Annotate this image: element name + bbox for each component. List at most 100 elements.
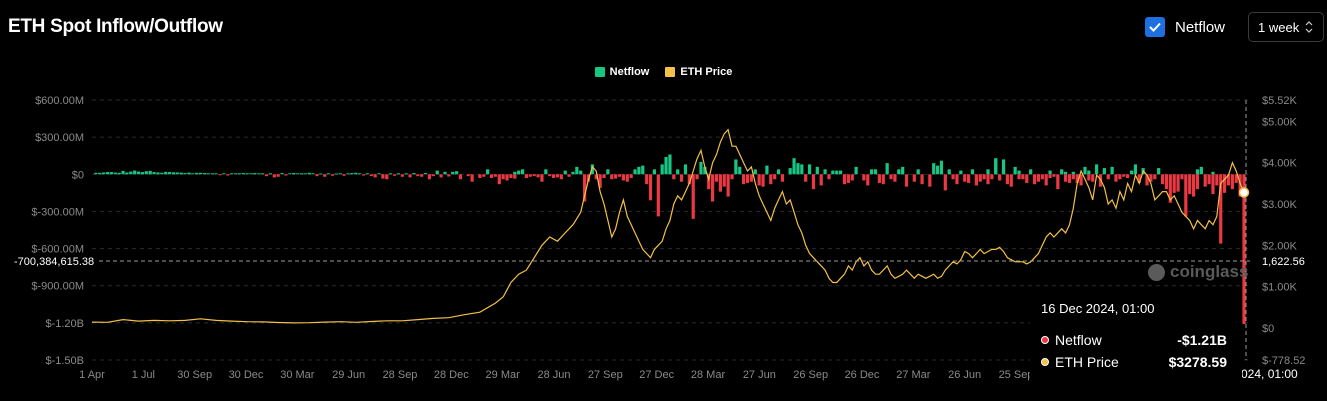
- netflow-bar: [963, 174, 967, 182]
- netflow-bar: [1195, 174, 1200, 190]
- netflow-bar: [617, 174, 622, 177]
- crosshair-left-label-bg: [6, 253, 98, 269]
- netflow-bar: [230, 173, 234, 175]
- netflow-bar: [489, 174, 494, 178]
- watermark-text: coinglass: [1170, 262, 1249, 281]
- netflow-bar: [280, 173, 284, 175]
- netflow-bar: [695, 174, 699, 180]
- legend-item-netflow[interactable]: Netflow: [594, 66, 649, 78]
- netflow-bar: [493, 174, 497, 177]
- netflow-bar: [850, 174, 854, 181]
- netflow-bar: [455, 171, 459, 175]
- netflow-checkbox[interactable]: [1145, 17, 1165, 37]
- netflow-bar: [672, 174, 676, 180]
- netflow-bar: [1017, 174, 1021, 180]
- netflow-bar: [590, 164, 594, 175]
- netflow-bar: [780, 174, 785, 182]
- price-hover-marker: [1238, 187, 1250, 198]
- netflow-bar: [540, 174, 544, 182]
- tooltip-netflow-dot: [1041, 336, 1049, 344]
- netflow-bar: [575, 166, 579, 175]
- netflow-bar: [315, 174, 319, 177]
- legend-swatch-eth-price: [665, 67, 676, 77]
- netflow-bar: [986, 174, 990, 185]
- netflow-bar: [524, 174, 529, 178]
- x-tick-label: 26 Sep: [793, 369, 828, 381]
- netflow-bar: [1242, 174, 1246, 325]
- netflow-bar: [897, 169, 901, 175]
- tooltip-netflow-value: -$1.21B: [1177, 332, 1227, 348]
- netflow-bar: [726, 174, 730, 197]
- netflow-bar: [129, 171, 133, 175]
- netflow-bar: [133, 170, 137, 175]
- netflow-bar: [912, 174, 916, 182]
- netflow-bar: [1017, 170, 1021, 175]
- y-right-tick-label: $5.00K: [1262, 116, 1298, 128]
- netflow-bar: [548, 174, 552, 177]
- netflow-bar: [1145, 174, 1149, 186]
- netflow-bar: [241, 173, 245, 175]
- netflow-bar: [1219, 174, 1223, 244]
- x-tick-label: 29 Mar: [486, 369, 521, 381]
- netflow-bar: [109, 172, 113, 175]
- netflow-bar: [257, 173, 261, 175]
- x-axis: 1 Apr 1 Jul 30 Sep 30 Dec 30 Mar 29 Jun 28 Sep…: [79, 369, 1033, 381]
- netflow-bar: [113, 172, 117, 175]
- netflow-bar: [610, 174, 614, 180]
- netflow-bar: [381, 174, 385, 179]
- netflow-bar: [943, 174, 947, 191]
- netflow-bar: [1036, 174, 1041, 182]
- netflow-bar: [513, 174, 517, 179]
- netflow-bar: [532, 174, 536, 177]
- netflow-bar: [299, 173, 304, 175]
- netflow-bar: [536, 174, 540, 178]
- netflow-bar: [916, 169, 920, 175]
- netflow-bar: [140, 172, 145, 175]
- netflow-bar: [614, 174, 618, 179]
- netflow-bar: [1087, 174, 1091, 181]
- y-left-tick-label: $-300.00M: [31, 206, 84, 218]
- netflow-toggle[interactable]: Netflow: [1145, 17, 1225, 37]
- y-axis-left: $600.00M $300.00M $0 $-300.00M $-600.00M $-90…: [31, 95, 84, 367]
- netflow-bar: [94, 172, 98, 175]
- netflow-bar: [571, 171, 575, 175]
- eth-price-line: [91, 128, 1245, 324]
- netflow-bar: [342, 174, 346, 176]
- legend-swatch-netflow: [594, 67, 605, 77]
- netflow-bar: [567, 174, 571, 177]
- x-tick-label: 28 Dec: [434, 369, 469, 381]
- netflow-bar: [668, 154, 672, 175]
- netflow-bar: [1063, 171, 1068, 175]
- coinglass-watermark: coinglass: [1148, 262, 1248, 282]
- netflow-bar: [877, 174, 881, 183]
- legend-item-eth-price[interactable]: ETH Price: [665, 66, 732, 78]
- netflow-bar: [707, 174, 711, 190]
- tooltip-row-netflow: Netflow -$1.21B: [1041, 332, 1227, 348]
- netflow-bar: [1013, 166, 1017, 175]
- netflow-bar: [237, 173, 241, 175]
- y-left-tick-label: $300.00M: [35, 132, 84, 144]
- netflow-bar: [195, 172, 199, 175]
- netflow-bar: [179, 172, 183, 175]
- netflow-bar: [885, 163, 889, 175]
- netflow-bar: [276, 174, 280, 177]
- netflow-bar: [660, 164, 664, 175]
- netflow-bar: [711, 174, 715, 202]
- netflow-bar: [334, 173, 338, 175]
- netflow-bar: [253, 173, 257, 175]
- netflow-bar: [1052, 174, 1056, 177]
- period-select[interactable]: 1 week: [1248, 12, 1324, 42]
- netflow-bar: [187, 172, 191, 175]
- netflow-bar: [978, 174, 982, 182]
- netflow-bar: [714, 174, 719, 182]
- netflow-bar: [633, 169, 637, 175]
- netflow-bar: [307, 172, 311, 175]
- netflow-bar: [652, 169, 657, 175]
- netflow-bar: [482, 174, 486, 177]
- netflow-bar: [1060, 169, 1064, 175]
- netflow-toggle-label: Netflow: [1175, 18, 1226, 36]
- netflow-bar: [466, 174, 470, 177]
- netflow-bar: [687, 174, 691, 185]
- netflow-bar: [1079, 174, 1083, 186]
- netflow-bar: [1176, 174, 1180, 192]
